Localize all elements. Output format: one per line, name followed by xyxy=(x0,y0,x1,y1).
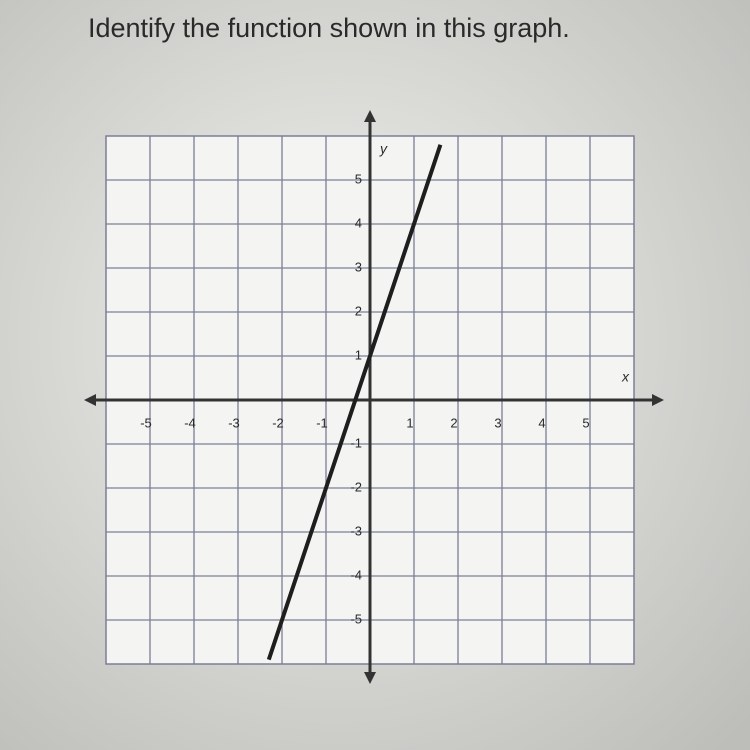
y-tick-label: -5 xyxy=(350,611,362,626)
y-tick-label: 3 xyxy=(355,259,362,274)
y-tick-label: 5 xyxy=(355,171,362,186)
question-title: Identify the function shown in this grap… xyxy=(88,13,570,43)
x-tick-label: 4 xyxy=(538,415,545,430)
y-axis-label: y xyxy=(379,141,388,157)
x-tick-label: 2 xyxy=(450,415,457,430)
x-tick-label: -5 xyxy=(140,415,152,430)
x-tick-label: 1 xyxy=(406,415,413,430)
x-tick-label: 5 xyxy=(582,415,589,430)
x-tick-label: -4 xyxy=(184,415,196,430)
x-tick-label: 3 xyxy=(494,415,501,430)
y-tick-label: 4 xyxy=(355,215,362,230)
function-line xyxy=(266,144,443,661)
y-tick-label: -2 xyxy=(350,479,362,494)
x-axis-label: x xyxy=(621,369,630,385)
y-tick-label: -4 xyxy=(350,567,362,582)
y-tick-label: -1 xyxy=(350,435,362,450)
y-tick-label: -3 xyxy=(350,523,362,538)
x-tick-label: -1 xyxy=(316,415,328,430)
x-tick-label: -3 xyxy=(228,415,240,430)
y-tick-label: 1 xyxy=(355,347,362,362)
x-tick-label: -2 xyxy=(272,415,284,430)
y-tick-label: 2 xyxy=(355,303,362,318)
